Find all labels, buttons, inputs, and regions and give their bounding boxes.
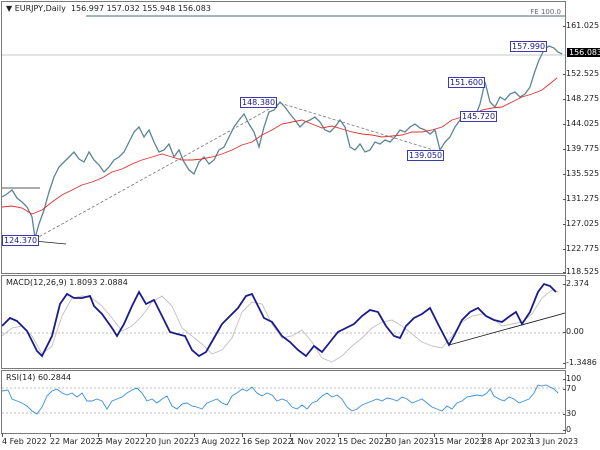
time-x-axis: 4 Feb 2022 22 Mar 2022 5 May 2022 20 Jun…: [0, 433, 600, 450]
y-tick: 2.374: [563, 279, 589, 288]
y-tick: 122.775: [562, 244, 600, 253]
y-tick: 139.775: [562, 144, 600, 153]
rsi-y-axis: 100 70 30 0: [562, 370, 600, 434]
x-tick: 16 Sep 2022: [242, 433, 293, 446]
annotation-high-apr-2023: 151.600: [448, 77, 486, 88]
annotation-high-jun-2023: 157.990: [510, 41, 548, 52]
rsi-panel[interactable]: RSI(14) 60.2844: [1, 370, 566, 434]
price-chart-title: ▼ EURJPY,Daily 156.997 157.032 155.948 1…: [6, 4, 211, 13]
x-tick: 15 Mar 2023: [434, 433, 485, 446]
price-chart-panel[interactable]: ▼ EURJPY,Daily 156.997 157.032 155.948 1…: [1, 1, 566, 274]
x-tick: 20 Jun 2022: [146, 433, 195, 446]
annotation-low-jan-2023: 139.050: [407, 150, 445, 161]
current-price-badge: 156.083: [567, 48, 600, 57]
fe-label: FE 100.0: [530, 8, 561, 16]
y-tick: 70: [562, 384, 577, 393]
y-tick: -1.3486: [563, 358, 597, 367]
y-tick: 152.525: [562, 69, 600, 78]
x-tick: 1 Nov 2022: [290, 433, 337, 446]
x-tick: 30 Jan 2023: [386, 433, 434, 446]
y-tick: 100: [562, 374, 582, 383]
y-tick: 148.275: [562, 94, 600, 103]
x-tick: 13 Jun 2023: [530, 433, 579, 446]
macd-chart-svg: [2, 282, 565, 363]
y-tick: 118.525: [562, 267, 600, 276]
macd-y-axis: 2.374 0.00 -1.3486: [563, 275, 600, 367]
y-tick: 0: [562, 425, 572, 434]
x-tick: 3 Aug 2022: [194, 433, 241, 446]
annotation-low-2022: 124.370: [2, 235, 40, 246]
macd-title: MACD(12,26,9) 1.8093 2.0884: [6, 278, 128, 287]
x-tick: 22 Mar 2022: [50, 433, 101, 446]
rsi-chart-svg: [2, 384, 565, 415]
macd-panel[interactable]: MACD(12,26,9) 1.8093 2.0884: [1, 275, 566, 369]
y-tick: 161.025: [562, 21, 600, 30]
collapse-triangle-icon[interactable]: ▼: [6, 4, 13, 13]
x-tick: 28 Apr 2023: [482, 433, 532, 446]
x-tick: 4 Feb 2022: [2, 433, 47, 446]
price-chart-svg: [2, 15, 565, 245]
annotation-high-oct-2022: 148.380: [240, 97, 278, 108]
rsi-title: RSI(14) 60.2844: [6, 373, 72, 382]
y-tick: 131.275: [562, 194, 600, 203]
y-tick: 0.00: [563, 327, 584, 336]
y-tick: 30: [562, 409, 577, 418]
symbol-label: EURJPY,Daily: [14, 4, 66, 13]
x-tick: 5 May 2022: [98, 433, 146, 446]
y-tick: 135.525: [562, 169, 600, 178]
annotation-low-may-2023: 145.720: [460, 111, 498, 122]
ohlc-values: 156.997 157.032 155.948 156.083: [70, 4, 211, 13]
price-y-axis: 161.025 152.525 148.275 144.025 139.775 …: [562, 0, 600, 276]
x-tick: 15 Dec 2022: [338, 433, 390, 446]
y-tick: 127.025: [562, 219, 600, 228]
y-tick: 144.025: [562, 119, 600, 128]
